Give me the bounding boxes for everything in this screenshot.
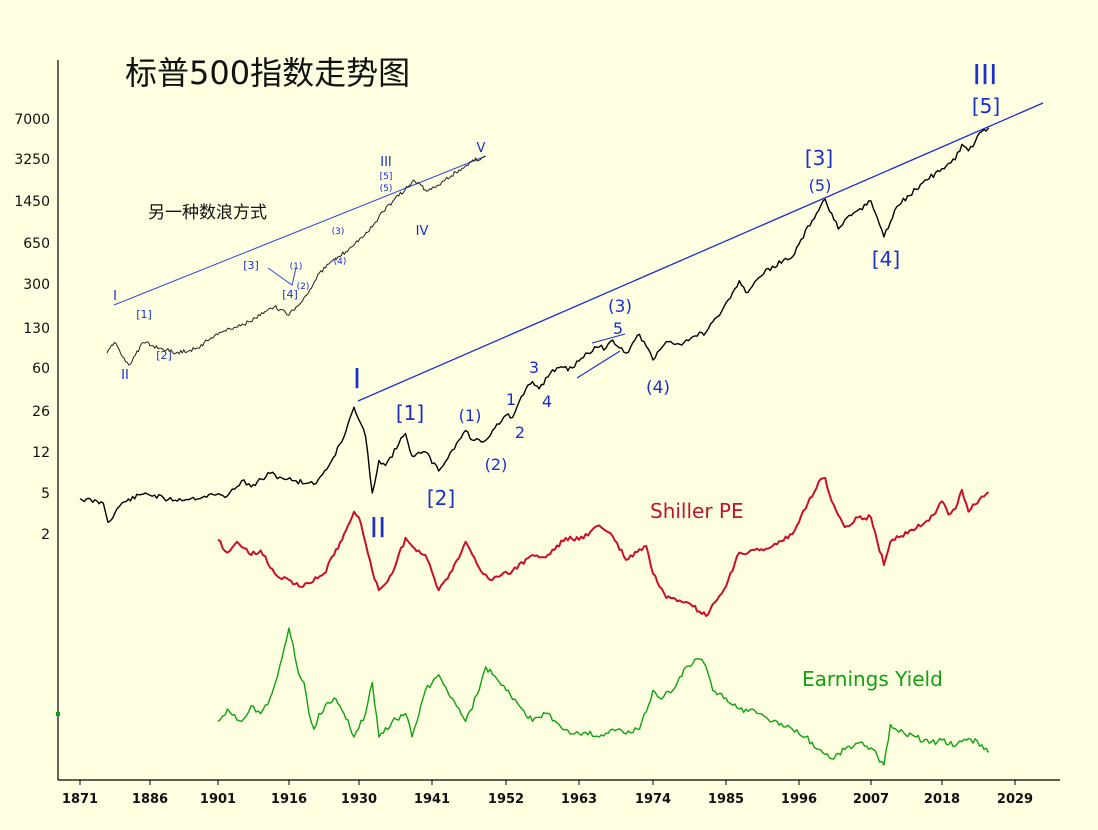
wave-label: [4] xyxy=(872,247,900,271)
wave-label: [2] xyxy=(427,486,455,510)
wave-5-channel-line xyxy=(591,333,626,344)
y-tick-label: 7000 xyxy=(14,112,50,128)
wave-label: 5 xyxy=(613,319,623,338)
wave-labels: I [1] [2] (1) (2) 1 2 34 5 (3) (4) [3] (5) [4] III [5] I… xyxy=(353,58,1000,544)
y-tick-label: 2 xyxy=(41,527,50,543)
x-tick-label: 1886 xyxy=(132,792,168,807)
inset-trendline xyxy=(113,155,487,306)
wave-label: 4 xyxy=(542,392,552,411)
y-tick-label: 3250 xyxy=(14,152,50,168)
x-tick-label: 2007 xyxy=(853,792,889,807)
x-tick-label: 2029 xyxy=(997,792,1033,807)
inset-channel-line xyxy=(267,267,297,286)
wave-label: [3] xyxy=(805,146,833,170)
inset-wave-label: (5) xyxy=(380,184,393,194)
inset-wave-label: [3] xyxy=(243,259,259,272)
inset-wave-label: [5] xyxy=(380,172,393,182)
inset-wave-label: [1] xyxy=(136,308,152,321)
x-tick-label: 1941 xyxy=(414,792,450,807)
y-tick-label: 300 xyxy=(23,277,50,293)
wave-label: (3) xyxy=(608,297,632,317)
inset-wave-label: [2] xyxy=(156,349,172,362)
inset-wave-label: II xyxy=(121,368,129,383)
y-tick-label: 12 xyxy=(32,445,50,461)
y-tick-label: 1450 xyxy=(14,194,50,210)
inset-wave-label: V xyxy=(477,141,486,156)
wave-label: 1 xyxy=(506,390,516,409)
inset-price-line xyxy=(106,155,486,366)
inset-wave-label: III xyxy=(380,155,392,170)
wave-label: (5) xyxy=(809,176,832,195)
inset-wave-label: (4) xyxy=(334,257,347,267)
wave-label: (4) xyxy=(646,378,670,398)
x-tick-label: 1996 xyxy=(781,792,817,807)
x-tick-label: 1952 xyxy=(488,792,524,807)
y-tick-label: 5 xyxy=(41,486,50,502)
left-edge-marker xyxy=(56,712,60,716)
y-tick-label: 60 xyxy=(32,361,50,377)
x-tick-label: 1974 xyxy=(635,792,671,807)
x-tick-label: 1871 xyxy=(62,792,98,807)
x-tick-label: 1985 xyxy=(708,792,744,807)
wave-label: III xyxy=(973,58,998,91)
wave-label: (2) xyxy=(485,455,508,474)
y-tick-label: 130 xyxy=(23,321,50,337)
main-trendline xyxy=(357,102,1044,402)
x-tick-label: 1930 xyxy=(341,792,377,807)
wave-label: 2 xyxy=(515,423,525,442)
x-tick-label: 2018 xyxy=(924,792,960,807)
wave-4-channel-line xyxy=(576,350,621,379)
inset-wave-label: IV xyxy=(416,224,429,239)
inset-wave-label: (3) xyxy=(332,227,345,237)
inset-wave-label: [4] xyxy=(282,288,298,301)
inset-wave-label: (1) xyxy=(290,262,303,272)
y-tick-label: 650 xyxy=(23,236,50,252)
inset-wave-label: I xyxy=(113,289,117,304)
wave-label: [5] xyxy=(972,94,1000,118)
x-axis-ticks: 1871 1886 1901 1916 1930 1941 1952 1963 1974 1985… xyxy=(62,780,1033,807)
inset-title: 另一种数浪方式 xyxy=(148,203,267,223)
shiller-pe-label: Shiller PE xyxy=(650,499,744,523)
earnings-yield-series-line xyxy=(217,627,990,766)
wave-label: (1) xyxy=(459,406,482,425)
shiller-pe-series-line xyxy=(217,477,990,617)
y-axis-ticks: 7000 3250 1450 650 300 130 60 26 12 5 2 xyxy=(14,112,50,543)
inset-wave-labels: I [1] II [2] [3] [4] (1) (2) (3) (4) III [5] (5) IV V xyxy=(113,141,485,383)
main-wave-lines xyxy=(357,102,1044,402)
inset-wave-label: (2) xyxy=(297,282,310,292)
wave-label: 3 xyxy=(529,358,539,377)
x-tick-label: 1916 xyxy=(271,792,307,807)
wave-label: II xyxy=(370,511,387,544)
y-tick-label: 26 xyxy=(32,404,50,420)
inset-wave-chart: 另一种数浪方式 xyxy=(106,155,487,366)
price-series-line xyxy=(79,127,990,523)
x-tick-label: 1963 xyxy=(561,792,597,807)
chart-title: 标普500指数走势图 xyxy=(125,54,410,92)
wave-label: [1] xyxy=(396,401,424,425)
wave-label: I xyxy=(353,362,361,395)
x-tick-label: 1901 xyxy=(200,792,236,807)
earnings-yield-label: Earnings Yield xyxy=(802,667,943,691)
